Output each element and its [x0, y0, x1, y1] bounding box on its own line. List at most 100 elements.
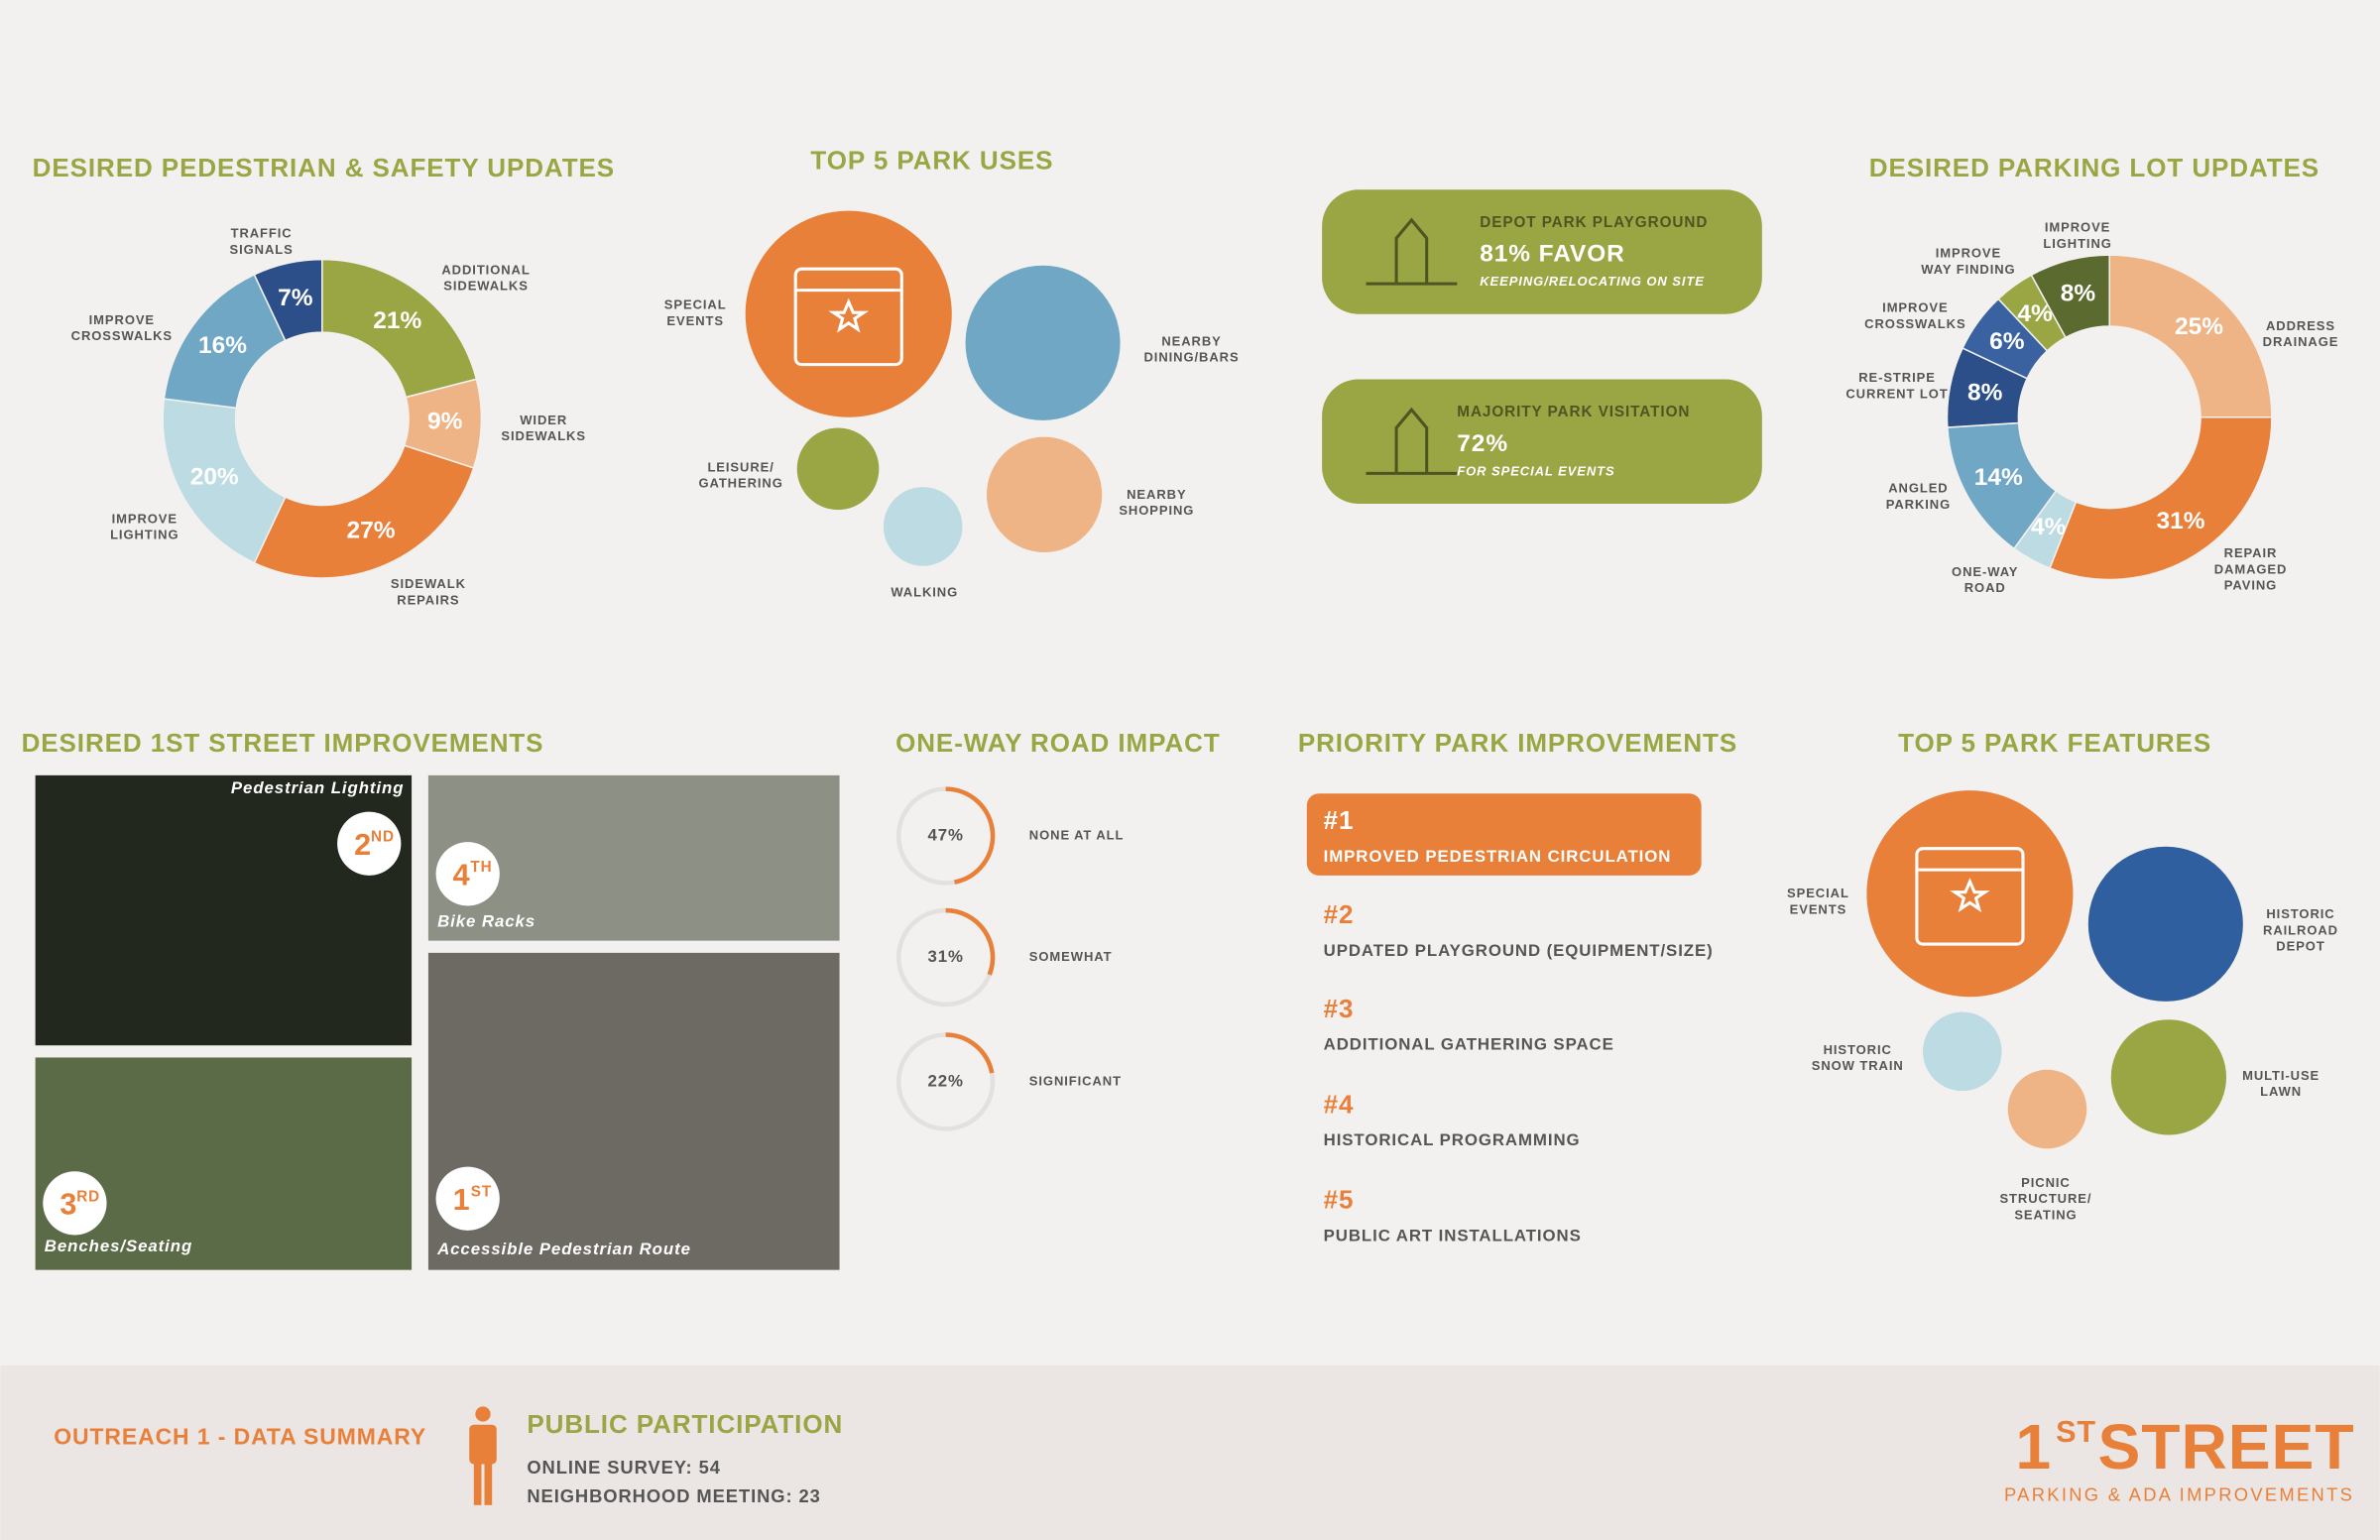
slice-label: 27%	[347, 518, 396, 544]
bubble	[745, 210, 952, 417]
participation-line: NEIGHBORHOOD MEETING: 23	[527, 1485, 820, 1506]
ring-category: SOMEWHAT	[1029, 949, 1113, 964]
priority-label: ADDITIONAL GATHERING SPACE	[1324, 1035, 1614, 1054]
callout-value: 72%	[1457, 430, 1508, 457]
priority-rank: #5	[1324, 1185, 1355, 1215]
brand-suffix: ST	[2056, 1415, 2096, 1449]
bubble-label: HISTORIC SNOW TRAIN	[1812, 1042, 1904, 1073]
bubble-label: SPECIAL EVENTS	[1787, 887, 1849, 917]
callout-note: FOR SPECIAL EVENTS	[1457, 463, 1614, 478]
rank-number: 3	[60, 1187, 77, 1221]
callout-title: DEPOT PARK PLAYGROUND	[1480, 214, 1708, 231]
donut-slice	[2030, 254, 2110, 339]
icon-part	[1915, 847, 2025, 946]
slice-label: 31%	[2157, 508, 2205, 534]
bubble-label: LEISURE/GATHERING	[698, 460, 782, 491]
donut-slice	[253, 258, 323, 342]
category-label: IMPROVE LIGHTING	[110, 512, 178, 542]
category-label: ANGLED PARKING	[1886, 481, 1951, 512]
icon-part	[793, 267, 903, 367]
rank-badge	[43, 1171, 107, 1236]
slice-label: 7%	[278, 285, 313, 311]
category-label: ADDITIONAL SIDEWALKS	[441, 263, 530, 294]
footer-title: OUTREACH 1 - DATA SUMMARY	[54, 1424, 426, 1450]
category-label: IMPROVE CROSSWALKS	[1864, 300, 1965, 331]
ring-value: 47%	[927, 826, 963, 845]
calendar-icon	[793, 267, 903, 367]
icon-part	[1950, 878, 1990, 913]
priority-label: IMPROVED PEDESTRIAN CIRCULATION	[1324, 847, 1672, 866]
participation-title: PUBLIC PARTICIPATION	[527, 1409, 843, 1439]
slice-label: 6%	[1989, 328, 2025, 355]
category-label: WIDER SIDEWALKS	[501, 413, 586, 443]
bubble-label: PICNIC STRUCTURE/SEATING	[1999, 1175, 2091, 1223]
priority-rank: #3	[1324, 994, 1355, 1023]
slice-label: 25%	[2175, 313, 2223, 340]
callout-title: MAJORITY PARK VISITATION	[1457, 404, 1690, 420]
rank-badge	[435, 1166, 500, 1231]
brand-name: STREET	[2098, 1411, 2355, 1482]
category-label: TRAFFIC SIGNALS	[230, 226, 294, 257]
bubble	[965, 265, 1121, 420]
rank-number: 2	[354, 828, 372, 862]
rank-suffix: RD	[76, 1188, 100, 1205]
photo	[427, 952, 840, 1270]
donut-slice	[2048, 415, 2273, 581]
calendar-icon	[1915, 847, 2025, 946]
priority-rank: #2	[1324, 899, 1355, 929]
participation-line: ONLINE SURVEY: 54	[527, 1457, 721, 1478]
category-label: SIDEWALK REPAIRS	[391, 577, 466, 608]
brand-number: 1	[2015, 1411, 2052, 1482]
category-label: IMPROVE CROSSWALKS	[71, 312, 173, 343]
slice-label: 8%	[1967, 379, 2003, 406]
rank-badge	[337, 811, 402, 876]
ring-arc	[945, 1032, 995, 1074]
section-title: TOP 5 PARK USES	[810, 146, 1053, 176]
bubble	[2007, 1069, 2087, 1149]
photo-caption: Accessible Pedestrian Route	[436, 1240, 691, 1258]
rank-suffix: ST	[471, 1184, 492, 1201]
chart-title: DESIRED PARKING LOT UPDATES	[1869, 153, 2320, 182]
slice-label: 9%	[427, 409, 463, 435]
ring-category: SIGNIFICANT	[1029, 1073, 1122, 1088]
bubble-label: HISTORIC RAILROAD DEPOT	[2263, 907, 2338, 955]
photo-caption: Pedestrian Lighting	[231, 778, 405, 797]
ring-arc	[945, 907, 996, 976]
bubble-label: MULTI-USE LAWN	[2242, 1068, 2320, 1099]
priority-label: UPDATED PLAYGROUND (EQUIPMENT/SIZE)	[1324, 941, 1714, 960]
bubble	[1866, 790, 2074, 998]
section-title: TOP 5 PARK FEATURES	[1898, 728, 2211, 758]
donut-slice	[253, 444, 475, 579]
bubble	[2087, 846, 2243, 1002]
slice-label: 8%	[2061, 280, 2096, 306]
bubble	[986, 436, 1103, 552]
callout-icon	[1366, 217, 1458, 286]
bubble	[796, 427, 880, 511]
donut-slice	[321, 258, 478, 399]
category-label: RE-STRIPE CURRENT LOT	[1845, 370, 1948, 401]
category-label: ONE-WAY ROAD	[1952, 564, 2018, 595]
photo-caption: Bike Racks	[437, 912, 536, 931]
rank-badge	[435, 842, 500, 906]
category-label: IMPROVE WAY FINDING	[1921, 246, 2015, 277]
photo-caption: Benches/Seating	[45, 1237, 192, 1255]
priority-rank: #1	[1324, 805, 1355, 835]
chart-title: DESIRED PEDESTRIAN & SAFETY UPDATES	[33, 153, 615, 182]
priority-rank: #4	[1324, 1089, 1355, 1119]
brand-tagline: PARKING & ADA IMPROVEMENTS	[2004, 1483, 2354, 1504]
rank-suffix: TH	[470, 859, 492, 876]
photo	[427, 774, 840, 941]
category-label: REPAIR DAMAGED PAVING	[2214, 545, 2288, 593]
callout-value: 81% FAVOR	[1480, 241, 1625, 268]
priority-highlight	[1306, 793, 1702, 876]
icon-part	[828, 297, 870, 333]
footer-band	[0, 1365, 2380, 1540]
slice-label: 20%	[190, 463, 239, 490]
bubble	[883, 487, 963, 566]
callout-box	[1322, 379, 1762, 504]
ring-value: 31%	[927, 947, 963, 966]
rank-suffix: ND	[371, 829, 395, 846]
